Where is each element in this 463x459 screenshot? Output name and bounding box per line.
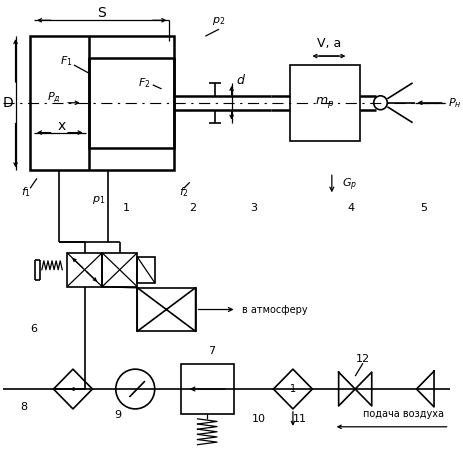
Text: 3: 3: [250, 203, 257, 213]
Text: 9: 9: [114, 410, 121, 420]
Text: 2: 2: [189, 203, 196, 213]
Bar: [289, 65, 359, 140]
Text: 1: 1: [289, 384, 295, 394]
Text: $f_1$: $f_1$: [21, 185, 31, 199]
Text: 8: 8: [21, 402, 28, 412]
Text: S: S: [97, 6, 105, 20]
Text: x: x: [57, 118, 65, 133]
Text: $F_1$: $F_1$: [60, 54, 72, 68]
Text: 1: 1: [123, 203, 130, 213]
Text: 6: 6: [31, 325, 38, 335]
Text: 4: 4: [347, 203, 354, 213]
Bar: [88, 58, 174, 149]
Text: 7: 7: [208, 346, 215, 356]
Text: $F_2$: $F_2$: [138, 76, 150, 90]
Bar: [102, 253, 137, 287]
Text: $d$: $d$: [236, 73, 246, 87]
Bar: [137, 257, 154, 283]
Text: в атмосферу: в атмосферу: [242, 304, 307, 314]
Text: подача воздуха: подача воздуха: [362, 409, 443, 419]
Bar: [30, 36, 174, 170]
Text: $P_н$: $P_н$: [447, 96, 460, 110]
Text: D: D: [2, 96, 13, 110]
Bar: [67, 253, 102, 287]
Text: $P_д$: $P_д$: [47, 90, 60, 105]
Bar: [181, 364, 233, 414]
Text: $p_1$: $p_1$: [91, 194, 105, 206]
Text: $p_2$: $p_2$: [212, 15, 225, 27]
Bar: [137, 288, 195, 331]
Text: V, a: V, a: [316, 37, 340, 50]
Text: 11: 11: [292, 414, 306, 424]
Text: $m_р$: $m_р$: [315, 95, 334, 110]
Text: $G_р$: $G_р$: [341, 177, 356, 194]
Text: 10: 10: [251, 414, 265, 424]
Text: 12: 12: [355, 354, 369, 364]
Text: 5: 5: [419, 203, 426, 213]
Text: $f_2$: $f_2$: [179, 185, 188, 199]
